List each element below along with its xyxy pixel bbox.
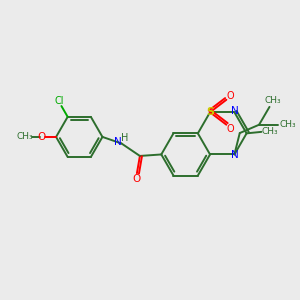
Text: O: O	[226, 91, 234, 101]
Text: Cl: Cl	[55, 96, 64, 106]
Text: N: N	[231, 150, 239, 161]
Text: CH₃: CH₃	[265, 96, 281, 105]
Text: S: S	[206, 107, 214, 117]
Text: O: O	[226, 124, 234, 134]
Text: N: N	[114, 137, 122, 147]
Text: CH₃: CH₃	[262, 127, 278, 136]
Text: O: O	[132, 174, 140, 184]
Text: N: N	[231, 106, 239, 116]
Text: CH₃: CH₃	[16, 132, 33, 141]
Text: H: H	[121, 133, 128, 142]
Text: O: O	[37, 132, 45, 142]
Text: CH₃: CH₃	[279, 120, 296, 129]
